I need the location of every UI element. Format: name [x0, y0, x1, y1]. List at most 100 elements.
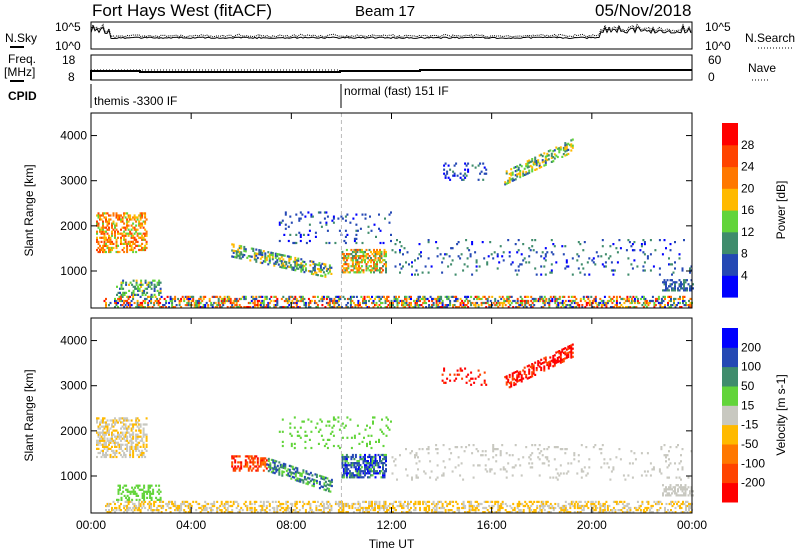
power-cell — [142, 220, 145, 223]
power-cell — [510, 301, 513, 305]
velocity-cell — [136, 433, 139, 436]
velocity-cell — [547, 363, 550, 366]
velocity-cell — [369, 500, 372, 503]
velocity-cell — [396, 504, 399, 508]
velocity-cell — [114, 439, 116, 442]
power-cell — [252, 301, 255, 305]
power-cell — [509, 299, 512, 303]
power-cell — [546, 154, 549, 158]
power-cell — [405, 304, 408, 307]
velocity-cell — [492, 446, 495, 449]
power-cell — [109, 236, 112, 239]
velocity-cell — [583, 466, 586, 469]
power-cell — [382, 241, 385, 245]
velocity-cell — [111, 506, 113, 510]
power-cell — [141, 224, 144, 227]
velocity-cell — [580, 470, 583, 473]
power-cell — [139, 304, 142, 307]
velocity-cell — [351, 464, 354, 467]
power-cell — [407, 304, 409, 307]
velocity-cell — [313, 500, 316, 503]
power-cell — [280, 256, 283, 259]
power-cell — [314, 231, 317, 234]
velocity-cell — [441, 511, 444, 514]
velocity-cell — [370, 464, 372, 467]
power-cell — [411, 273, 413, 276]
velocity-cell — [509, 511, 512, 514]
power-cell — [171, 301, 174, 305]
velocity-cell — [299, 480, 302, 483]
power-cell — [639, 249, 642, 252]
velocity-cell — [118, 419, 121, 422]
velocity-cell — [359, 474, 362, 477]
velocity-cell — [228, 504, 231, 508]
velocity-cell — [136, 441, 139, 444]
velocity-cell — [356, 472, 359, 475]
colorbar-swatch — [722, 123, 738, 146]
power-cell — [416, 297, 418, 301]
power-cell — [692, 283, 694, 286]
velocity-cell — [608, 504, 611, 508]
velocity-cell — [261, 461, 264, 464]
velocity-cell — [559, 353, 562, 356]
power-cell — [231, 255, 234, 258]
power-cell — [670, 297, 672, 301]
power-cell — [261, 301, 264, 305]
power-cell — [282, 258, 285, 261]
power-cell — [584, 306, 587, 309]
velocity-cell — [141, 449, 144, 452]
velocity-cluster-1 — [116, 484, 162, 501]
power-cell — [604, 265, 607, 268]
velocity-cell — [129, 453, 132, 457]
power-cell — [555, 306, 558, 309]
velocity-cell — [374, 458, 377, 461]
velocity-cell — [649, 474, 652, 477]
velocity-cell — [362, 462, 365, 465]
power-cell — [156, 289, 159, 292]
velocity-cell — [409, 452, 412, 455]
power-cell — [368, 269, 371, 272]
velocity-cell — [597, 502, 600, 506]
power-cell — [342, 295, 345, 298]
velocity-cell — [175, 504, 178, 508]
velocity-cell — [309, 506, 312, 510]
power-cell — [560, 306, 563, 309]
power-cell — [138, 283, 141, 286]
power-cell — [357, 248, 360, 252]
power-cell — [347, 265, 350, 268]
power-cell — [555, 304, 558, 307]
velocity-cell — [285, 509, 288, 512]
power-cell — [447, 176, 450, 179]
power-cell — [630, 299, 633, 303]
velocity-cell — [483, 500, 486, 503]
velocity-cell — [621, 502, 624, 506]
power-cell — [336, 299, 339, 303]
power-cell — [677, 287, 679, 290]
power-cell — [621, 306, 624, 309]
velocity-cell — [272, 467, 275, 470]
velocity-cell — [132, 492, 135, 495]
power-cell — [360, 295, 363, 298]
power-cell — [144, 244, 147, 247]
power-cell — [432, 297, 435, 301]
power-cell — [373, 271, 375, 274]
power-cell — [124, 212, 127, 215]
power-cell — [153, 283, 156, 286]
velocity-cell — [368, 466, 371, 469]
power-cell — [159, 287, 162, 290]
velocity-cell — [559, 361, 562, 364]
velocity-cell — [250, 455, 253, 458]
velocity-cell — [305, 470, 308, 473]
power-cell — [321, 262, 324, 265]
power-cell — [96, 230, 98, 233]
power-cell — [430, 265, 433, 268]
velocity-cell — [517, 375, 520, 378]
power-cell — [341, 265, 344, 268]
velocity-cell — [108, 502, 110, 506]
power-cell — [139, 295, 142, 298]
velocity-cell — [366, 442, 368, 445]
power-cell — [643, 261, 646, 264]
power-cell — [521, 301, 524, 305]
power-cell — [387, 299, 390, 303]
power-cell — [133, 242, 136, 245]
